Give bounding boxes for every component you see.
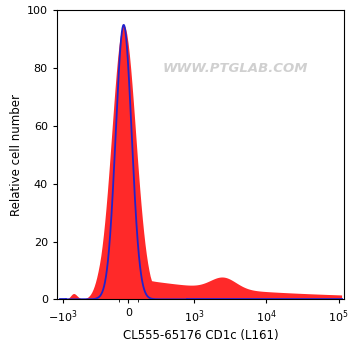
Y-axis label: Relative cell number: Relative cell number (10, 94, 23, 216)
X-axis label: CL555-65176 CD1c (L161): CL555-65176 CD1c (L161) (123, 329, 278, 342)
Text: WWW.PTGLAB.COM: WWW.PTGLAB.COM (162, 62, 308, 75)
